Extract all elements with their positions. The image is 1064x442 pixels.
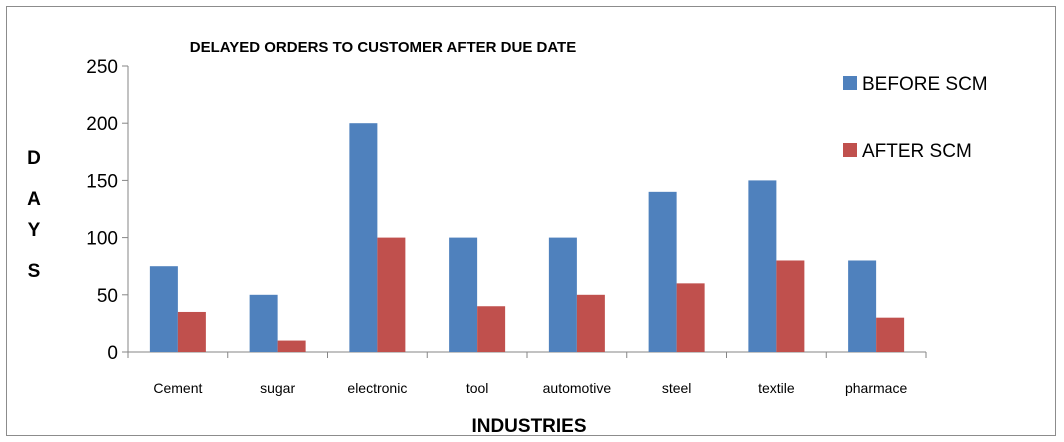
x-axis-title: INDUSTRIES [471,416,586,437]
legend-swatch-after-scm [843,143,857,157]
bar-after-scm [676,283,705,352]
legend-swatch-before-scm [843,76,857,90]
y-tick-label: 0 [107,343,118,364]
bar-before-scm [848,260,877,352]
x-tick-label: Cement [153,380,202,396]
bar-before-scm [249,294,278,352]
y-axis-label-letter-3: Y [28,220,41,241]
x-tick-label: automotive [543,380,612,396]
bar-after-scm [377,237,406,352]
y-tick-label: 100 [86,229,118,250]
legend-label-after-scm: AFTER SCM [862,141,972,162]
bar-before-scm [449,237,478,352]
y-tick-label: 150 [86,171,118,192]
x-tick-label: pharmace [845,380,907,396]
x-tick-label: textile [758,380,795,396]
legend-label-before-scm: BEFORE SCM [862,74,988,95]
y-axis-label-letter-4: S [28,261,41,282]
x-tick-label: steel [662,380,692,396]
bar-after-scm [776,260,805,352]
x-tick-label: electronic [347,380,407,396]
bar-after-scm [876,317,905,352]
x-tick-label: sugar [260,380,295,396]
x-tick-label: tool [466,380,489,396]
chart-title: DELAYED ORDERS TO CUSTOMER AFTER DUE DAT… [190,39,576,56]
y-tick-label: 200 [86,114,118,135]
plot-area: 0 50 100 150 200 250 Cement sugar electronic tool… [86,57,927,396]
bar-before-scm [149,266,178,352]
bar-before-scm [548,237,577,352]
y-axis-label-letter-2: A [27,189,41,210]
bar-after-scm [477,306,506,352]
y-tick-label: 50 [97,286,118,307]
chart-frame [6,6,1056,436]
bar-after-scm [177,311,206,352]
bar-after-scm [277,340,306,352]
bar-after-scm [576,294,605,352]
y-tick-label: 250 [86,57,118,78]
y-axis-label-letter-1: D [27,148,41,169]
bar-before-scm [349,123,378,352]
legend: BEFORE SCM AFTER SCM [843,74,988,162]
bar-before-scm [748,180,777,352]
bar-before-scm [648,191,677,352]
